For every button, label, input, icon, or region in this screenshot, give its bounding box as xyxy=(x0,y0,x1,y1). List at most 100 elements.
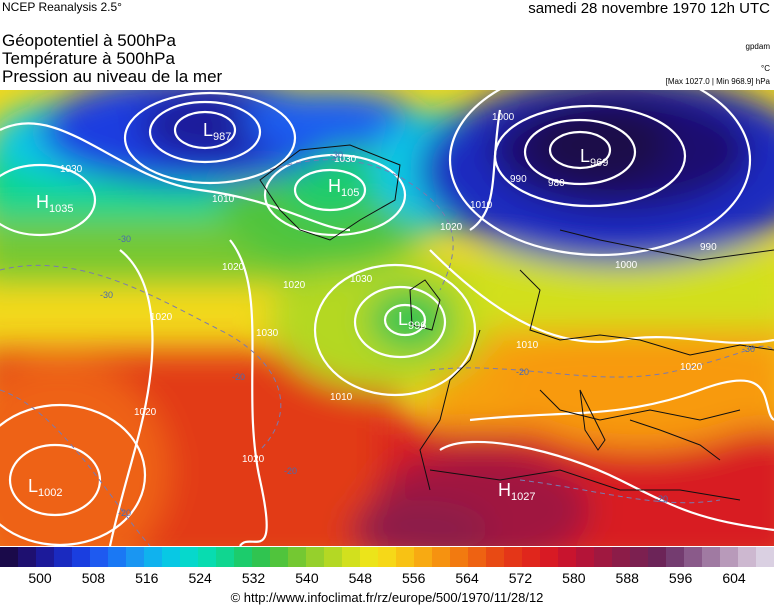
colorbar-swatch xyxy=(702,547,720,567)
isobar-label: 990 xyxy=(510,174,527,185)
colorbar-swatch xyxy=(612,547,630,567)
isobar-label: 1020 xyxy=(134,407,157,418)
colorbar-swatch xyxy=(54,547,72,567)
colorbar-tick-label: 596 xyxy=(668,570,693,586)
colorbar-swatch xyxy=(36,547,54,567)
unit-geopotential: gpdam xyxy=(745,42,770,51)
colorbar-swatch xyxy=(666,547,684,567)
colorbar-tick-label: 524 xyxy=(188,570,212,586)
isobar-label: 1000 xyxy=(615,260,638,271)
colorbar-swatch xyxy=(630,547,648,567)
colorbar-swatch xyxy=(252,547,270,567)
colorbar-swatch xyxy=(576,547,594,567)
low-center-996: L996 xyxy=(398,309,426,332)
low-center-987: L987 xyxy=(203,120,231,143)
isobar-label: 1010 xyxy=(212,194,235,205)
colorbar-swatch xyxy=(180,547,198,567)
isobar-label: 1020 xyxy=(150,312,173,323)
isotherm-label: -20 xyxy=(284,466,297,476)
isobars xyxy=(0,90,774,546)
isobar-label: 1030 xyxy=(350,274,373,285)
colorbar-swatch xyxy=(684,547,702,567)
isobar-label: 990 xyxy=(700,242,717,253)
isotherm-label: -30 xyxy=(100,290,113,300)
colorbar-swatch xyxy=(648,547,666,567)
isotherm-label: -30 xyxy=(742,344,755,354)
colorbar-swatch xyxy=(198,547,216,567)
isobar-labels: 1000 1030 1010 1030 980 990 1010 1020 10… xyxy=(60,112,717,465)
colorbar-tick-label: 532 xyxy=(241,570,266,586)
isotherm-label: -20 xyxy=(655,494,668,504)
isobar-label: 1010 xyxy=(330,392,353,403)
isotherm-label: -20 xyxy=(118,508,131,518)
date-label: samedi 28 novembre 1970 12h UTC xyxy=(528,0,770,17)
colorbar xyxy=(0,547,774,567)
unit-temperature: °C xyxy=(761,64,770,73)
weather-map-svg: L987 L969 H1035 H105 L996 L1002 H1027 10… xyxy=(0,90,774,546)
isobar-label: 1010 xyxy=(516,340,539,351)
colorbar-swatch xyxy=(270,547,288,567)
colorbar-swatch xyxy=(738,547,756,567)
colorbar-tick-label: 580 xyxy=(562,570,586,586)
coastlines xyxy=(259,144,774,501)
geopotential-field xyxy=(0,90,774,546)
colorbar-swatch xyxy=(126,547,144,567)
colorbar-swatch xyxy=(504,547,522,567)
low-center-1002: L1002 xyxy=(28,476,63,499)
temperature-labels: -30 -30 -20 -20 -20 -30 -20 -20 -30 xyxy=(100,150,755,518)
colorbar-tick-label: 508 xyxy=(81,570,106,586)
isobar-label: 1020 xyxy=(242,454,265,465)
colorbar-swatch xyxy=(288,547,306,567)
isotherm-label: -30 xyxy=(118,234,131,244)
colorbar-ticks: 500 508 516 524 532 540 548 556 564 572 580 588 596 6… xyxy=(0,570,774,588)
colorbar-swatch xyxy=(144,547,162,567)
colorbar-swatch xyxy=(522,547,540,567)
isobar-label: 1020 xyxy=(222,262,245,273)
colorbar-tick-label: 556 xyxy=(402,570,426,586)
title-temperature: Température à 500hPa xyxy=(2,49,175,68)
isobar-label: 1030 xyxy=(256,328,279,339)
source-label: NCEP Reanalysis 2.5° xyxy=(2,0,122,14)
weather-map: L987 L969 H1035 H105 L996 L1002 H1027 10… xyxy=(0,90,774,546)
colorbar-tick-label: 572 xyxy=(508,570,533,586)
colorbar-swatch xyxy=(468,547,486,567)
colorbar-swatch xyxy=(18,547,36,567)
colorbar-tick-label: 588 xyxy=(615,570,639,586)
low-center-969: L969 xyxy=(580,146,608,169)
isobar-label: 1010 xyxy=(470,200,493,211)
isotherm-label: -20 xyxy=(232,372,245,382)
colorbar-swatch xyxy=(432,547,450,567)
colorbar-tick-label: 604 xyxy=(722,570,746,586)
colorbar-tick-label: 500 xyxy=(28,570,52,586)
unit-pressure: [Max 1027.0 | Min 968.9] hPa xyxy=(665,77,770,86)
isobar-label: 1020 xyxy=(440,222,463,233)
colorbar-swatch xyxy=(486,547,504,567)
title-geopotential: Géopotentiel à 500hPa xyxy=(2,31,176,50)
colorbar-swatch xyxy=(360,547,378,567)
colorbar-swatch xyxy=(594,547,612,567)
isobar-label: 1020 xyxy=(283,280,306,291)
source-url: © http://www.infoclimat.fr/rz/europe/500… xyxy=(230,590,544,605)
high-center-1035: H1035 xyxy=(36,192,73,215)
colorbar-swatch xyxy=(306,547,324,567)
colorbar-swatch xyxy=(108,547,126,567)
colorbar-swatch xyxy=(720,547,738,567)
colorbar-swatch xyxy=(756,547,774,567)
colorbar-swatch xyxy=(90,547,108,567)
isotherms xyxy=(0,159,774,546)
colorbar-swatch xyxy=(450,547,468,567)
high-center-105: H105 xyxy=(328,176,359,199)
colorbar-tick-label: 564 xyxy=(455,570,479,586)
isobar-label: 1030 xyxy=(334,154,357,165)
isobar-label: 1020 xyxy=(680,362,703,373)
title-pressure: Pression au niveau de la mer xyxy=(2,67,223,86)
colorbar-tick-label: 516 xyxy=(135,570,159,586)
colorbar-swatch xyxy=(216,547,234,567)
colorbar-tick-label: 548 xyxy=(348,570,372,586)
colorbar-swatch xyxy=(0,547,18,567)
colorbar-tick-label: 540 xyxy=(295,570,319,586)
colorbar-swatch xyxy=(234,547,252,567)
pressure-centers: L987 L969 H1035 H105 L996 L1002 H1027 xyxy=(28,120,608,503)
colorbar-swatch xyxy=(378,547,396,567)
colorbar-swatch xyxy=(414,547,432,567)
